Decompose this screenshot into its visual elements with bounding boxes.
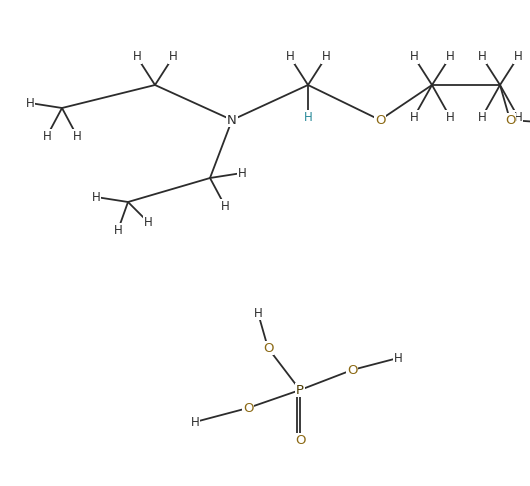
Text: H: H [394, 351, 402, 364]
Text: H: H [254, 307, 262, 319]
Text: H: H [304, 110, 312, 123]
Text: H: H [322, 51, 330, 64]
Text: P: P [296, 383, 304, 397]
Text: H: H [191, 416, 199, 429]
Text: H: H [286, 51, 294, 64]
Text: H: H [478, 110, 487, 123]
Text: H: H [514, 110, 523, 123]
Text: H: H [478, 51, 487, 64]
Text: H: H [514, 51, 523, 64]
Text: H: H [410, 51, 418, 64]
Text: H: H [446, 51, 454, 64]
Text: O: O [243, 401, 253, 415]
Text: H: H [42, 129, 51, 142]
Text: H: H [169, 51, 178, 64]
Text: H: H [113, 224, 122, 237]
Text: H: H [237, 167, 246, 179]
Text: O: O [505, 114, 515, 126]
Text: H: H [144, 215, 153, 228]
Text: O: O [347, 364, 357, 377]
Text: O: O [375, 114, 385, 126]
Text: O: O [295, 434, 305, 447]
Text: O: O [263, 342, 273, 354]
Text: H: H [410, 110, 418, 123]
Text: H: H [220, 199, 229, 212]
Text: H: H [25, 97, 34, 109]
Text: H: H [132, 51, 142, 64]
Text: H: H [73, 129, 82, 142]
Text: H: H [92, 191, 100, 204]
Text: H: H [446, 110, 454, 123]
Text: N: N [227, 114, 237, 126]
